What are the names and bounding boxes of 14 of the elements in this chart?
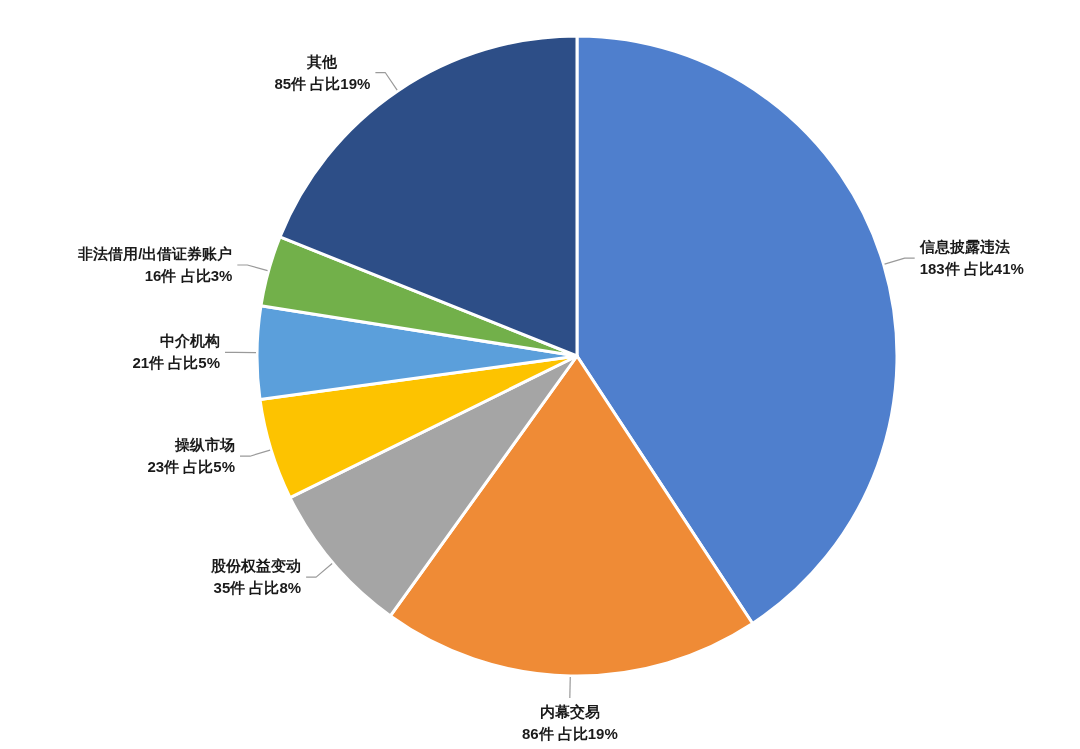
slice-label: 非法借用/出借证券账户 — [77, 244, 233, 262]
slice-label: 内幕交易 — [539, 702, 600, 720]
data-label: 86件 占比19% — [521, 724, 618, 742]
data-label: 183件 占比41% — [919, 260, 1024, 278]
slice-label: 中介机构 — [160, 332, 221, 350]
slice-label: 其他 — [306, 52, 339, 70]
data-label: 35件 占比8% — [213, 579, 302, 597]
slice-label: 操纵市场 — [174, 436, 236, 454]
data-label: 23件 占比5% — [147, 458, 236, 476]
data-label: 16件 占比3% — [144, 266, 233, 284]
slice-label: 股份权益变动 — [210, 557, 302, 575]
slice-label: 信息披露违法 — [918, 238, 1010, 256]
data-label: 21件 占比5% — [132, 354, 221, 372]
data-label: 85件 占比19% — [274, 74, 371, 92]
